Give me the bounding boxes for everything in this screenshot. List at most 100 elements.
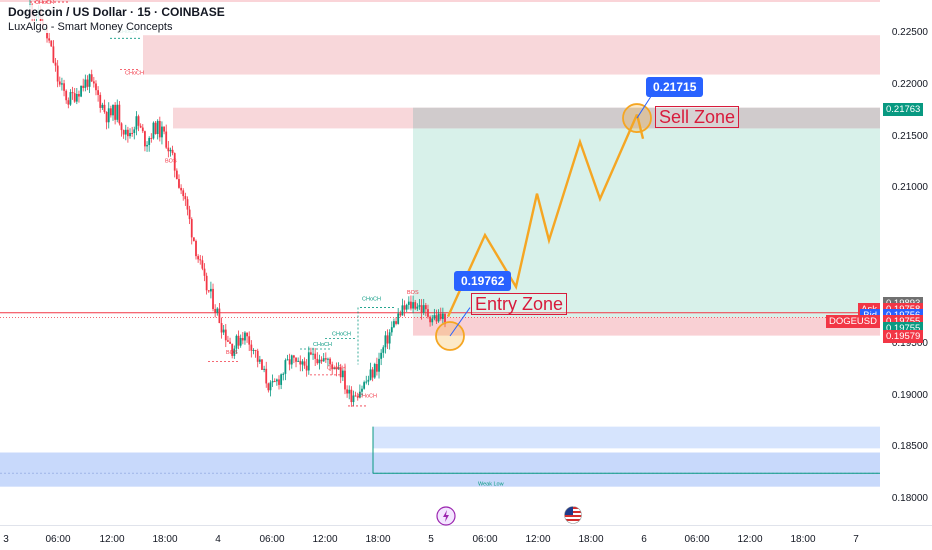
candle-body [265,368,268,384]
candle-body [290,355,293,365]
candle-body [105,111,108,123]
candle-body [109,108,112,116]
candle-body [220,323,223,333]
candle-body [420,305,423,313]
candle-body [246,332,248,337]
candle-body [269,382,272,391]
candle-body [180,187,183,191]
candle-body [173,153,176,171]
price-tick: 0.19000 [891,389,928,401]
candle-body [97,90,100,95]
price-axis[interactable]: 0.22500 0.22000 0.21500 0.21000 0.19500 0.190… [880,0,932,525]
candle-body [324,358,327,360]
candle-body [441,313,444,319]
candle-body [250,344,253,351]
candle-body [422,305,425,313]
time-label: 18:00 [578,534,604,545]
candle-body [54,62,57,66]
candle-body [356,396,359,398]
candle-body [388,332,391,344]
time-label: 06:00 [472,534,498,545]
time-label: 4 [215,534,221,545]
candle-body [207,290,210,292]
candle-body [412,302,414,309]
candle-body [158,120,161,138]
time-label: 18:00 [790,534,816,545]
candle-body [352,395,355,403]
candle-body [150,137,153,139]
candle-body [120,123,123,131]
candle-body [286,359,289,361]
candle-body [214,309,217,313]
candle-body [99,94,102,108]
time-label: 06:00 [684,534,710,545]
candle-body [322,358,325,362]
candle-body [344,370,346,390]
candle-body [346,389,349,394]
candle-body [437,313,440,322]
candle-body [69,92,72,105]
candle-body [282,373,285,375]
price-tick: 0.18000 [891,493,928,505]
candle-body [284,360,287,374]
candle-body [50,40,53,47]
entry-connector [449,307,471,337]
candle-body [273,381,276,383]
price-tick: 0.22000 [891,78,928,90]
sell-zone-label: Sell Zone [655,106,740,128]
candle-body [116,104,119,120]
candle-body [227,340,229,342]
candle-body [169,149,172,152]
candle-body [378,358,380,372]
candle-body [90,74,93,82]
candle-body [435,315,438,322]
entry-price-callout: 0.19762 [454,271,512,291]
candle-body [122,130,125,135]
candle-body [203,268,206,276]
symbol-title[interactable]: Dogecoin / US Dollar · 15 · COINBASE [6,5,227,19]
zone-supply [143,35,880,75]
candle-body [301,361,304,365]
candle-body [331,364,334,370]
candle-body [156,120,159,135]
candle-body [101,104,104,108]
time-label: 12:00 [737,534,763,545]
candle-body [307,352,310,371]
candle-body [382,347,385,353]
candle-body [350,389,353,403]
candle-body [118,104,121,124]
candle-body [367,379,370,382]
candle-body [237,335,240,346]
candle-body [61,83,63,85]
candle-body [303,361,306,366]
candle-body [82,85,85,88]
time-label: 3 [3,534,9,545]
candle-body [190,219,193,238]
candle-body [163,126,165,132]
candle-body [418,305,421,307]
candle-body [244,332,246,341]
candle-body [67,100,70,105]
candle-body [267,383,270,391]
indicator-legend[interactable]: LuxAlgo - Smart Money Concepts [6,21,175,33]
lightning-icon[interactable] [436,506,456,526]
candle-body [397,313,400,324]
candle-body [152,122,155,139]
candle-body [205,275,208,291]
candle-body [339,367,342,378]
candle-body [92,81,95,84]
candle-body [186,199,189,210]
candle-body [256,350,259,362]
time-axis[interactable]: 3 06:00 12:00 18:00 4 06:00 12:00 18:00 5 06:00 12… [0,525,932,550]
candle-body [154,122,157,135]
candle-body [405,304,408,310]
us-flag-icon[interactable] [564,506,582,524]
candle-body [171,149,174,154]
entry-zone-label: Entry Zone [471,293,568,315]
candle-body [192,237,195,241]
candle-body [131,132,134,134]
candle-body [348,389,351,394]
candle-body [278,379,280,385]
candle-body [107,108,110,123]
